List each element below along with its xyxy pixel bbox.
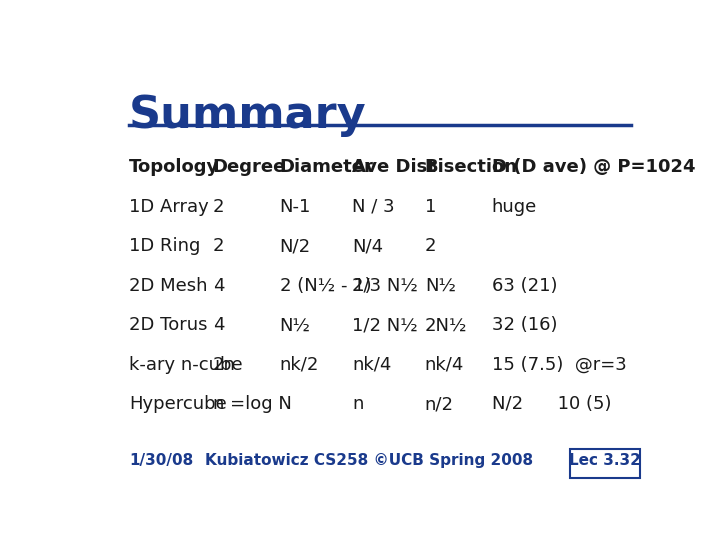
Text: 15 (7.5)  @r=3: 15 (7.5) @r=3 [492, 356, 626, 374]
Text: 2 (N½ - 1): 2 (N½ - 1) [280, 277, 372, 295]
Text: Ave Dist: Ave Dist [352, 158, 436, 177]
Text: 2: 2 [425, 238, 436, 255]
Text: N/2: N/2 [280, 238, 311, 255]
Text: 1D Ring: 1D Ring [129, 238, 200, 255]
Text: 4: 4 [213, 277, 224, 295]
FancyBboxPatch shape [570, 449, 639, 478]
Text: Degree: Degree [213, 158, 286, 177]
Text: 32 (16): 32 (16) [492, 316, 557, 334]
Text: 63 (21): 63 (21) [492, 277, 557, 295]
Text: N½: N½ [425, 277, 456, 295]
Text: 2: 2 [213, 238, 224, 255]
Text: Lec 3.32: Lec 3.32 [569, 453, 640, 468]
Text: 1/30/08: 1/30/08 [129, 453, 193, 468]
Text: n =log N: n =log N [213, 395, 292, 413]
Text: nk/4: nk/4 [425, 356, 464, 374]
Text: 1/2 N½: 1/2 N½ [352, 316, 418, 334]
Text: N/2      10 (5): N/2 10 (5) [492, 395, 611, 413]
Text: 4: 4 [213, 316, 224, 334]
Text: 2/3 N½: 2/3 N½ [352, 277, 418, 295]
Text: Bisection: Bisection [425, 158, 518, 177]
Text: n: n [352, 395, 364, 413]
Text: Hypercube: Hypercube [129, 395, 227, 413]
Text: N / 3: N / 3 [352, 198, 395, 216]
Text: Diameter: Diameter [280, 158, 374, 177]
Text: k-ary n-cube: k-ary n-cube [129, 356, 243, 374]
Text: nk/2: nk/2 [280, 356, 319, 374]
Text: D (D ave) @ P=1024: D (D ave) @ P=1024 [492, 158, 696, 177]
Text: N½: N½ [280, 316, 311, 334]
Text: nk/4: nk/4 [352, 356, 392, 374]
Text: N-1: N-1 [280, 198, 311, 216]
Text: Kubiatowicz CS258 ©UCB Spring 2008: Kubiatowicz CS258 ©UCB Spring 2008 [205, 453, 533, 468]
Text: Topology: Topology [129, 158, 220, 177]
Text: 2N½: 2N½ [425, 316, 467, 334]
Text: n/2: n/2 [425, 395, 454, 413]
Text: 2D Mesh: 2D Mesh [129, 277, 207, 295]
Text: N/4: N/4 [352, 238, 383, 255]
Text: 1D Array: 1D Array [129, 198, 209, 216]
Text: 2: 2 [213, 198, 224, 216]
Text: huge: huge [492, 198, 537, 216]
Text: 2D Torus: 2D Torus [129, 316, 207, 334]
Text: Summary: Summary [129, 94, 366, 137]
Text: 1: 1 [425, 198, 436, 216]
Text: 2n: 2n [213, 356, 235, 374]
